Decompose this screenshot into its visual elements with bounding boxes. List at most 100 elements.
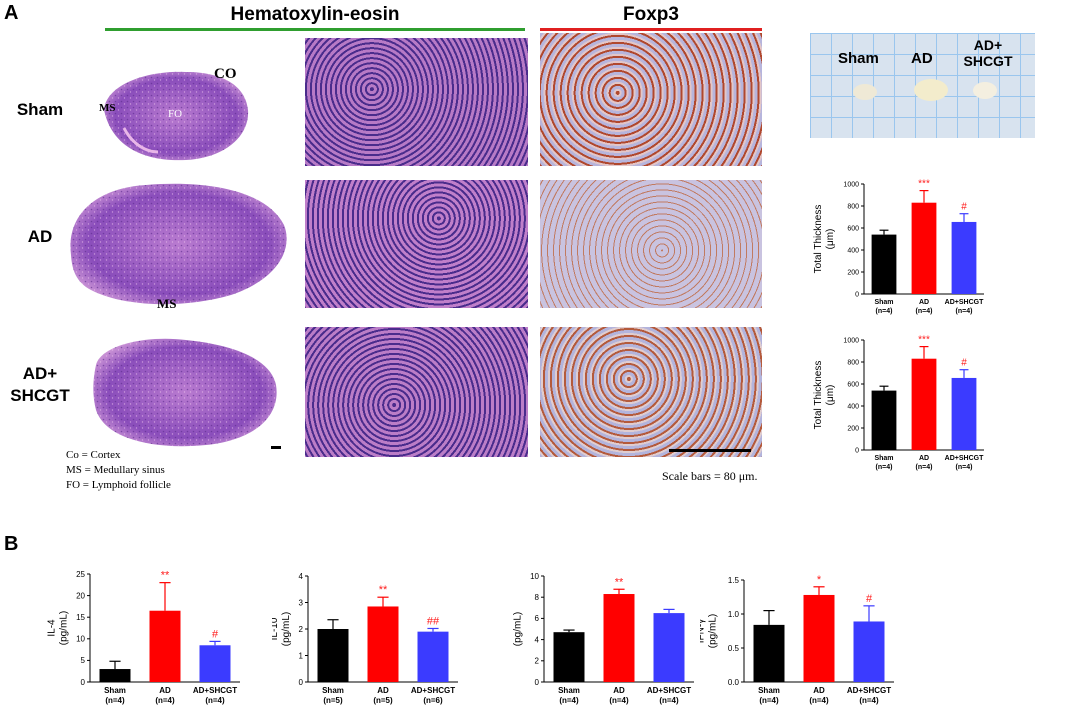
n-label: (n=5) — [373, 696, 393, 705]
y-axis-unit: (μm) — [825, 385, 836, 406]
y-tick-label: 200 — [847, 425, 859, 432]
n-label: (n=4) — [659, 696, 679, 705]
y-tick-label: 0.5 — [728, 644, 740, 653]
scale-bar-caption: Scale bars = 80 μm. — [662, 469, 758, 483]
y-axis-unit: (pg/mL) — [58, 611, 69, 645]
y-tick-label: 0 — [81, 678, 86, 687]
bar — [803, 594, 835, 682]
y-axis-unit: (μm) — [825, 229, 836, 250]
n-label: (n=4) — [105, 696, 125, 705]
bar — [417, 631, 449, 682]
x-tick-label: AD+SHCGT — [411, 686, 455, 695]
photo-label-ad: AD — [911, 50, 933, 67]
y-axis-label: TNF-α — [510, 615, 511, 644]
y-tick-label: 800 — [847, 359, 859, 366]
y-tick-label: 200 — [847, 269, 859, 276]
panel-b-letter: B — [4, 533, 19, 555]
n-label: (n=4) — [809, 696, 829, 705]
bar — [553, 632, 585, 682]
photo-label-sham: Sham — [838, 50, 879, 67]
y-tick-label: 1000 — [843, 337, 859, 344]
x-tick-label: Sham — [874, 455, 893, 462]
legend-cortex: Co = Cortex — [66, 449, 121, 461]
x-tick-label: AD+SHCGT — [193, 686, 237, 695]
ad-node-section — [70, 183, 287, 305]
y-tick-label: 0 — [299, 678, 304, 687]
y-tick-label: 10 — [530, 572, 539, 581]
significance-mark: # — [212, 628, 219, 640]
y-axis-label: IL-4 — [46, 619, 57, 637]
significance-mark: # — [961, 358, 967, 369]
x-tick-label: AD — [613, 686, 625, 695]
x-tick-label: Sham — [874, 299, 893, 306]
n-label: (n=4) — [559, 696, 579, 705]
n-label: (n=4) — [876, 308, 893, 315]
significance-mark: *** — [918, 335, 930, 346]
significance-mark: ** — [161, 570, 170, 582]
bar — [99, 669, 131, 682]
foxp3-micrograph-ad-shcgt — [540, 327, 762, 457]
y-tick-label: 1 — [299, 651, 304, 660]
y-tick-label: 10 — [76, 635, 85, 644]
gross-node-photo — [810, 33, 1035, 138]
x-tick-label: AD+SHCGT — [847, 686, 891, 695]
foxp3-header-line — [540, 28, 762, 31]
y-tick-label: 3 — [299, 598, 304, 607]
y-tick-label: 600 — [847, 225, 859, 232]
annotation-fo: FO — [168, 108, 183, 120]
bar — [753, 624, 785, 682]
gross-node-shcgt — [973, 82, 997, 99]
sham-node-section — [104, 71, 249, 161]
n-label: (n=4) — [956, 308, 973, 315]
y-tick-label: 6 — [535, 614, 540, 623]
y-tick-label: 15 — [76, 613, 85, 622]
x-tick-label: Sham — [322, 686, 344, 695]
x-tick-label: AD — [377, 686, 389, 695]
gross-node-ad — [914, 79, 948, 101]
bar — [603, 594, 635, 682]
n-label: (n=4) — [916, 464, 933, 471]
bar — [911, 202, 937, 294]
bar — [653, 613, 685, 682]
y-tick-label: 8 — [535, 593, 540, 602]
thickness-chart-2: 0 200 400 600 800 1000 Total Thickness (μm) Sham… — [813, 335, 984, 471]
annotation-co: CO — [214, 66, 237, 82]
n-label: (n=4) — [859, 696, 879, 705]
ad-shcgt-node-section — [93, 338, 281, 449]
gross-node-sham — [853, 84, 877, 100]
y-tick-label: 400 — [847, 403, 859, 410]
y-tick-label: 5 — [81, 656, 86, 665]
row-label-sham: Sham — [16, 100, 64, 119]
n-label: (n=4) — [155, 696, 175, 705]
y-tick-label: 0 — [535, 678, 540, 687]
he-header-line — [105, 28, 525, 31]
foxp3-micrograph-sham — [540, 33, 762, 166]
n-label: (n=6) — [423, 696, 443, 705]
n-label: (n=4) — [956, 464, 973, 471]
y-axis-label: Total Thickness — [813, 205, 824, 274]
y-tick-label: 0 — [855, 447, 859, 454]
x-tick-label: AD — [813, 686, 825, 695]
he-micrograph-ad — [305, 180, 528, 308]
lymph-node-sections — [70, 71, 287, 449]
y-tick-label: 1000 — [843, 181, 859, 188]
he-header: Hematoxylin-eosin — [230, 4, 400, 25]
y-tick-label: 25 — [76, 570, 85, 579]
row-label-ad-shcgt: AD+ SHCGT — [10, 364, 70, 405]
y-tick-label: 2 — [535, 657, 540, 666]
y-axis-label: Total Thickness — [813, 361, 824, 430]
n-label: (n=4) — [916, 308, 933, 315]
n-label: (n=4) — [609, 696, 629, 705]
significance-mark: # — [866, 593, 873, 605]
significance-mark: # — [961, 202, 967, 213]
legend-medullary-sinus: MS = Medullary sinus — [66, 464, 165, 476]
row-label-ad: AD — [27, 227, 53, 246]
y-tick-label: 1.5 — [728, 576, 740, 585]
bar — [871, 234, 897, 294]
y-tick-label: 600 — [847, 381, 859, 388]
y-tick-label: 400 — [847, 247, 859, 254]
abbreviation-legend: Co = Cortex MS = Medullary sinus FO = Ly… — [66, 448, 171, 493]
x-tick-label: Sham — [104, 686, 126, 695]
